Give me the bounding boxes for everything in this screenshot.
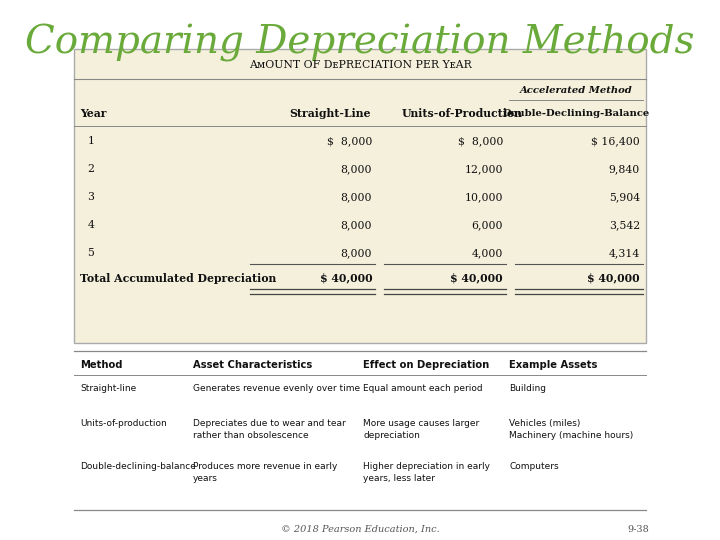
Text: Depreciates due to wear and tear
rather than obsolescence: Depreciates due to wear and tear rather … [193, 419, 346, 440]
Text: 10,000: 10,000 [464, 192, 503, 202]
Text: Equal amount each period: Equal amount each period [363, 384, 482, 394]
Text: Total Accumulated Depreciation: Total Accumulated Depreciation [80, 273, 276, 284]
Text: Produces more revenue in early
years: Produces more revenue in early years [193, 462, 337, 483]
Text: Generates revenue evenly over time: Generates revenue evenly over time [193, 384, 360, 394]
Text: 8,000: 8,000 [341, 164, 372, 174]
Text: $ 40,000: $ 40,000 [320, 273, 372, 284]
Text: Building: Building [509, 384, 546, 394]
Text: 4,314: 4,314 [608, 248, 640, 258]
Text: 8,000: 8,000 [341, 248, 372, 258]
Text: Example Assets: Example Assets [509, 360, 598, 369]
Text: $ 40,000: $ 40,000 [588, 273, 640, 284]
Text: 1: 1 [88, 136, 94, 146]
Text: Units-of-Production: Units-of-Production [402, 109, 523, 119]
Text: Accelerated Method: Accelerated Method [520, 86, 632, 94]
Text: 12,000: 12,000 [464, 164, 503, 174]
Text: Double-Declining-Balance: Double-Declining-Balance [503, 110, 649, 118]
Text: $ 16,400: $ 16,400 [591, 136, 640, 146]
Text: 4: 4 [88, 220, 94, 230]
Text: Double-declining-balance: Double-declining-balance [80, 462, 196, 471]
Text: $  8,000: $ 8,000 [327, 136, 372, 146]
Text: 9,840: 9,840 [608, 164, 640, 174]
Text: Year: Year [80, 109, 107, 119]
Text: 3,542: 3,542 [608, 220, 640, 230]
Text: Method: Method [80, 360, 122, 369]
Text: $  8,000: $ 8,000 [458, 136, 503, 146]
Text: Vehicles (miles)
Machinery (machine hours): Vehicles (miles) Machinery (machine hour… [509, 419, 634, 440]
Text: 5,904: 5,904 [609, 192, 640, 202]
Text: Straight-line: Straight-line [80, 384, 136, 394]
Text: 9-38: 9-38 [627, 524, 649, 534]
Text: 4,000: 4,000 [472, 248, 503, 258]
Text: Effect on Depreciation: Effect on Depreciation [363, 360, 490, 369]
Text: Comparing Depreciation Methods: Comparing Depreciation Methods [25, 24, 695, 62]
Text: 6,000: 6,000 [472, 220, 503, 230]
Text: 2: 2 [88, 164, 94, 174]
Text: AᴍOUNT OF DᴇPRECIATION PER YᴇAR: AᴍOUNT OF DᴇPRECIATION PER YᴇAR [248, 60, 472, 70]
Text: More usage causes larger
depreciation: More usage causes larger depreciation [363, 419, 480, 440]
Text: 3: 3 [88, 192, 94, 202]
FancyBboxPatch shape [74, 49, 646, 343]
Text: $ 40,000: $ 40,000 [451, 273, 503, 284]
Text: Higher depreciation in early
years, less later: Higher depreciation in early years, less… [363, 462, 490, 483]
Text: 5: 5 [88, 248, 94, 258]
Text: Straight-Line: Straight-Line [289, 109, 370, 119]
Text: Computers: Computers [509, 462, 559, 471]
Text: 8,000: 8,000 [341, 192, 372, 202]
Text: 8,000: 8,000 [341, 220, 372, 230]
Text: Asset Characteristics: Asset Characteristics [193, 360, 312, 369]
Text: Units-of-production: Units-of-production [80, 419, 167, 428]
Text: © 2018 Pearson Education, Inc.: © 2018 Pearson Education, Inc. [281, 524, 439, 534]
